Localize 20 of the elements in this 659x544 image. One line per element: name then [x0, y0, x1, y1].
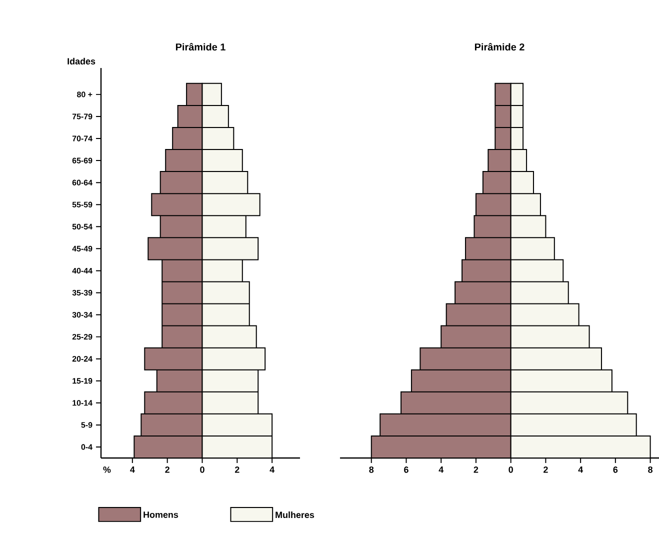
chart-title: Pirâmide 1 — [176, 42, 226, 51]
x-tick-label: 2 — [234, 466, 240, 473]
x-tick-label: 2 — [544, 466, 548, 473]
x-tick-label: 0 — [508, 466, 513, 473]
x-tick-label: 6 — [404, 466, 408, 473]
legend-label: Mulheres — [276, 511, 314, 518]
legend-label: Homens — [144, 512, 178, 518]
x-tick-label: 4 — [438, 466, 444, 473]
x-tick-label: 8 — [369, 466, 374, 473]
chart-title: Pirâmide 2 — [474, 42, 524, 51]
x-tick-label: 4 — [270, 466, 275, 473]
x-tick-label: 4 — [130, 466, 135, 473]
x-tick-label: 0 — [200, 466, 204, 473]
x-tick-label: 6 — [613, 466, 618, 473]
y-axis-title: Idades — [68, 58, 96, 64]
x-axis-title: % — [103, 466, 111, 473]
x-tick-label: 4 — [578, 466, 584, 473]
x-tick-label: 2 — [474, 466, 478, 473]
x-tick-label: 2 — [165, 466, 170, 473]
x-tick-label: 8 — [648, 466, 653, 473]
